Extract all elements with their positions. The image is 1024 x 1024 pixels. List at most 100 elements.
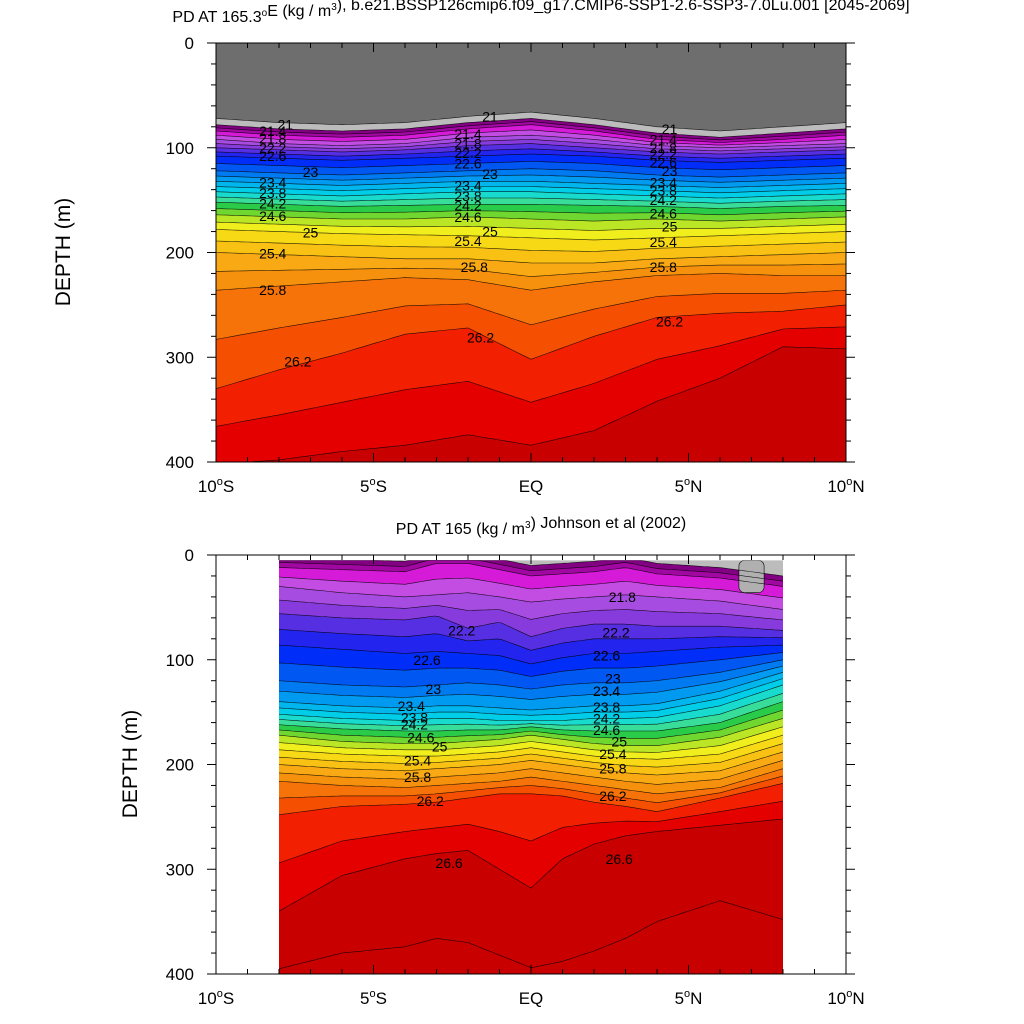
contour-label: 25.8 — [404, 769, 431, 785]
contour-line — [216, 143, 846, 155]
contour-label: 21.8 — [609, 589, 636, 605]
contour-line — [279, 665, 783, 700]
contour-label: 21.4 — [454, 126, 481, 142]
contour-line — [216, 181, 846, 188]
contour-line — [279, 718, 783, 746]
contour-line — [216, 214, 846, 222]
contour-label: 26.6 — [606, 851, 633, 867]
contour-label: 25.4 — [599, 746, 626, 762]
contour-label: 23.4 — [454, 177, 481, 193]
contour-line — [216, 201, 846, 209]
contour-line — [216, 289, 846, 340]
contour-label: 26.2 — [284, 353, 311, 369]
contour-label: 25 — [432, 739, 448, 755]
contour-line — [279, 678, 783, 716]
x-tick-label: EQ — [519, 477, 544, 496]
chart-title: PD AT 165 (kg / m3) Johnson et al (2002) — [396, 515, 686, 538]
contour-line — [279, 613, 783, 638]
contour-label: 23.8 — [593, 699, 620, 715]
contour-line — [279, 560, 783, 582]
contour-line — [279, 693, 783, 727]
contour-label: 26.6 — [435, 855, 462, 871]
contour-label: 21.8 — [259, 130, 286, 146]
contour-patch — [738, 560, 765, 594]
contour-fills — [216, 43, 846, 462]
contour-label: 23.8 — [454, 188, 481, 204]
contour-label: 24.2 — [454, 197, 481, 213]
contour-label: 23 — [482, 166, 498, 182]
contour-label: 21.4 — [650, 131, 677, 147]
contour-line — [216, 111, 846, 132]
contour-label: 23.8 — [259, 185, 286, 201]
contour-label: 24.6 — [593, 722, 620, 738]
contour-line — [279, 743, 783, 768]
contour-line — [216, 240, 846, 252]
contour-label: 24.6 — [454, 209, 481, 225]
contour-label: 21 — [482, 108, 498, 124]
contour-label: 23 — [662, 163, 678, 179]
contour-label: 23.8 — [650, 183, 677, 199]
x-tick-label: 10oS — [198, 476, 234, 496]
contour-label: 24.2 — [259, 195, 286, 211]
x-tick-label: 5oS — [360, 476, 387, 496]
x-tick-label: 5oN — [675, 476, 703, 496]
contour-line — [216, 161, 846, 171]
contour-line — [216, 148, 846, 159]
contour-line — [279, 734, 783, 760]
contour-label: 22.6 — [454, 155, 481, 171]
contour-label: 22.6 — [650, 154, 677, 170]
contour-label: 26.2 — [656, 314, 683, 330]
contour-label: 21.4 — [259, 123, 286, 139]
contour-label: 24.2 — [593, 710, 620, 726]
contour-label: 22.2 — [650, 146, 677, 162]
contour-label: 21 — [662, 121, 678, 137]
contour-label: 23 — [426, 681, 442, 697]
contour-lines — [216, 111, 846, 462]
contour-band — [247, 346, 846, 462]
chart-title: PD AT 165.3oE (kg / m3), b.e21.BSSP126cm… — [172, 0, 909, 26]
contour-line — [216, 208, 846, 216]
contour-line — [279, 659, 783, 690]
contour-label: 23.4 — [593, 683, 620, 699]
contour-label: 24.6 — [407, 729, 434, 745]
contour-label: 25.8 — [599, 761, 626, 777]
contour-label: 25 — [303, 225, 319, 241]
contour-line — [279, 576, 783, 599]
contour-label: 22.2 — [448, 622, 475, 638]
contour-label: 25.8 — [461, 259, 488, 275]
contour-label: 23 — [303, 164, 319, 180]
contour-line — [279, 818, 783, 912]
contour-label: 25 — [662, 218, 678, 234]
contour-line — [279, 563, 783, 587]
contour-label: 23.4 — [259, 174, 286, 190]
contour-label: 25.4 — [454, 233, 481, 249]
contour-line — [216, 121, 846, 141]
contour-line — [216, 196, 846, 204]
contour-label: 25.8 — [650, 259, 677, 275]
contour-line — [279, 775, 783, 804]
contour-label: 26.2 — [467, 329, 494, 345]
contour-label: 21.8 — [650, 140, 677, 156]
x-tick-label: 5oN — [675, 988, 703, 1008]
contour-line — [216, 263, 846, 277]
y-tick-label: 200 — [166, 244, 194, 263]
contour-line — [216, 304, 846, 389]
contour-label: 24.2 — [650, 192, 677, 208]
contour-label: 25 — [611, 733, 627, 749]
contour-fills — [279, 560, 783, 974]
y-tick-label: 400 — [166, 965, 194, 984]
contour-line — [279, 629, 783, 651]
panel-model-section: 2121.421.822.222.62323.423.824.224.62525… — [52, 0, 910, 496]
contour-line — [216, 134, 846, 149]
contour-label: 26.2 — [599, 788, 626, 804]
contour-label: 22.2 — [259, 140, 286, 156]
contour-label: 25 — [482, 224, 498, 240]
contour-line — [242, 346, 846, 462]
contour-label: 25.4 — [650, 234, 677, 250]
contour-line — [279, 684, 783, 721]
contour-line — [216, 118, 846, 138]
contour-label: 22.2 — [602, 625, 629, 641]
contour-line — [216, 168, 846, 178]
contour-line — [216, 273, 846, 291]
contour-label: 23 — [605, 671, 621, 687]
